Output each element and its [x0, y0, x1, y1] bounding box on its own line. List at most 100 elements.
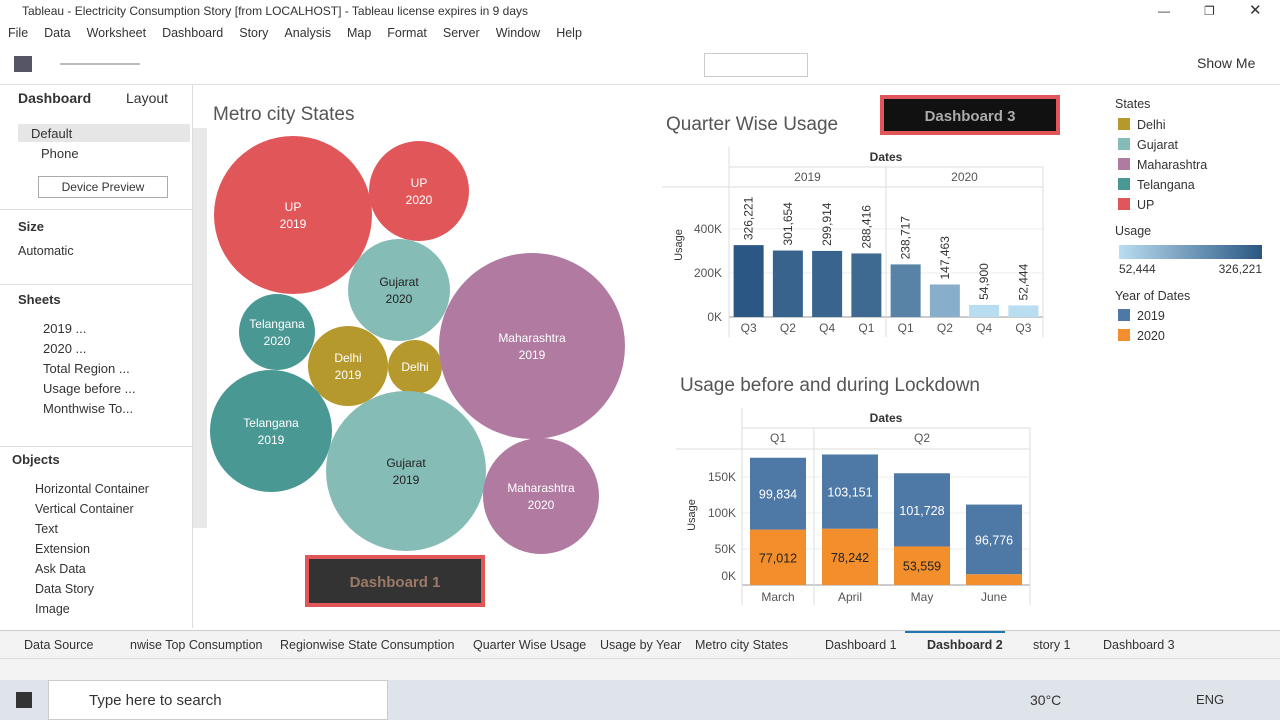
sheet-tab[interactable]: Quarter Wise Usage [473, 638, 587, 652]
menu-item[interactable]: Server [442, 26, 480, 40]
legend-label: 52,444 [1119, 262, 1156, 276]
button[interactable] [309, 559, 481, 603]
menu-item[interactable]: Window [495, 26, 541, 40]
button-label: Dashboard 3 [925, 108, 1016, 125]
group-label: Q1 [770, 431, 786, 445]
sheet-item[interactable]: 2020 ... [43, 341, 87, 356]
value-label: 52,444 [1016, 263, 1030, 300]
bubble-label: 2019 [280, 217, 307, 231]
bubble-label: Telangana [249, 317, 305, 331]
menu-item[interactable]: Analysis [284, 26, 331, 40]
toolbar-dropdown[interactable] [704, 53, 808, 77]
sheet-tab[interactable]: Dashboard 3 [1103, 638, 1175, 652]
start-button[interactable] [16, 692, 32, 708]
divider [0, 446, 192, 447]
bar-segment [966, 574, 1022, 585]
column-header: Dates [870, 411, 903, 425]
legend-swatch [1118, 118, 1130, 130]
legend-swatch [1118, 329, 1130, 341]
sheet-item[interactable]: Usage before ... [43, 381, 136, 396]
size-value[interactable]: Automatic [18, 244, 74, 258]
device-preview[interactable]: Device Preview [38, 176, 168, 198]
button[interactable] [884, 99, 1056, 131]
pane-tab[interactable]: Layout [126, 90, 169, 106]
device[interactable]: Default [31, 126, 73, 141]
bubble-label: Maharashtra [498, 331, 566, 345]
sheet-tab[interactable]: Data Source [24, 638, 94, 652]
window-title: Tableau - Electricity Consumption Story … [22, 4, 528, 18]
bubble-label: UP [285, 200, 302, 214]
menu-bar: File Data Worksheet Dashboard Story Analysis M… [0, 22, 590, 44]
sheet-item[interactable]: 2019 ... [43, 321, 87, 336]
bubble [388, 340, 442, 394]
bubble-label: 2020 [264, 334, 291, 348]
sheet-tab[interactable]: Dashboard 1 [825, 638, 897, 652]
bubble-label: 2020 [386, 292, 413, 306]
menu-item[interactable]: Map [346, 26, 372, 40]
sheet-item[interactable]: Total Region ... [43, 361, 130, 376]
bubble [210, 370, 332, 492]
minimize[interactable]: — [1158, 4, 1170, 18]
restore[interactable]: ❐ [1204, 4, 1215, 18]
group-label: 2020 [951, 170, 978, 184]
bar [851, 253, 882, 317]
x-tick-label: Q4 [819, 321, 835, 335]
sheet-item[interactable]: Monthwise To... [43, 401, 134, 416]
show-me[interactable]: Show Me [1197, 55, 1256, 71]
value-label: 96,776 [975, 533, 1013, 547]
bubble-label: Telangana [243, 416, 299, 430]
legend-label: 326,221 [1219, 262, 1263, 276]
object-item[interactable]: Data Story [35, 582, 95, 596]
bubble [369, 141, 469, 241]
object-item[interactable]: Extension [35, 542, 90, 556]
menu-item[interactable]: Story [239, 26, 269, 40]
sheet-tab[interactable]: Metro city States [695, 638, 789, 652]
y-tick-label: 0K [721, 569, 736, 583]
bar-segment [966, 504, 1022, 575]
search-placeholder: Type here to search [89, 692, 222, 709]
button-label: Dashboard 1 [350, 574, 441, 591]
sheet-tab[interactable]: story 1 [1033, 638, 1071, 652]
bubble-label: 2020 [528, 498, 555, 512]
close[interactable]: ✕ [1249, 2, 1262, 19]
device[interactable]: Phone [41, 146, 79, 161]
x-tick-label: Q2 [780, 321, 796, 335]
toolbar: Show Me [0, 44, 1280, 85]
object-item[interactable]: Horizontal Container [35, 482, 149, 496]
menu-item[interactable]: Worksheet [86, 26, 147, 40]
y-tick-label: 200K [694, 266, 722, 280]
value-label: 53,559 [903, 560, 941, 574]
y-tick-label: 0K [707, 310, 722, 324]
bubble-title: Metro city States [213, 104, 355, 125]
sheet-tab[interactable]: Usage by Year [600, 638, 682, 652]
object-item[interactable]: Vertical Container [35, 502, 134, 516]
menu-item[interactable]: File [8, 26, 29, 40]
legend-title: Usage [1115, 224, 1151, 238]
legend-swatch [1118, 309, 1130, 321]
pane-tab[interactable]: Dashboard [18, 90, 92, 106]
home-icon[interactable] [14, 56, 32, 72]
x-tick-label: Q3 [1015, 321, 1031, 335]
menu-item[interactable]: Help [556, 26, 582, 40]
search-box[interactable]: Type here to search [48, 680, 388, 720]
menu-item[interactable]: Format [387, 26, 427, 40]
value-label: 77,012 [759, 551, 797, 565]
taskbar: Type here to search 30°C ENG [0, 680, 1280, 720]
bubble [239, 294, 315, 370]
menu-item[interactable]: Data [44, 26, 71, 40]
sheet-tab[interactable]: Dashboard 2 [927, 638, 1003, 652]
bubble [483, 438, 599, 554]
sheet-tab[interactable]: Regionwise State Consumption [280, 638, 455, 652]
y-tick-label: 50K [715, 542, 736, 556]
divider [0, 284, 192, 285]
bubble-label: Gujarat [386, 456, 426, 470]
object-item[interactable]: Text [35, 522, 58, 536]
sheet-tab[interactable]: nwise Top Consumption [130, 638, 263, 652]
menu-item[interactable]: Dashboard [162, 26, 224, 40]
bubble [326, 391, 486, 551]
object-item[interactable]: Image [35, 602, 70, 616]
bar [733, 245, 764, 317]
object-item[interactable]: Ask Data [35, 562, 86, 576]
